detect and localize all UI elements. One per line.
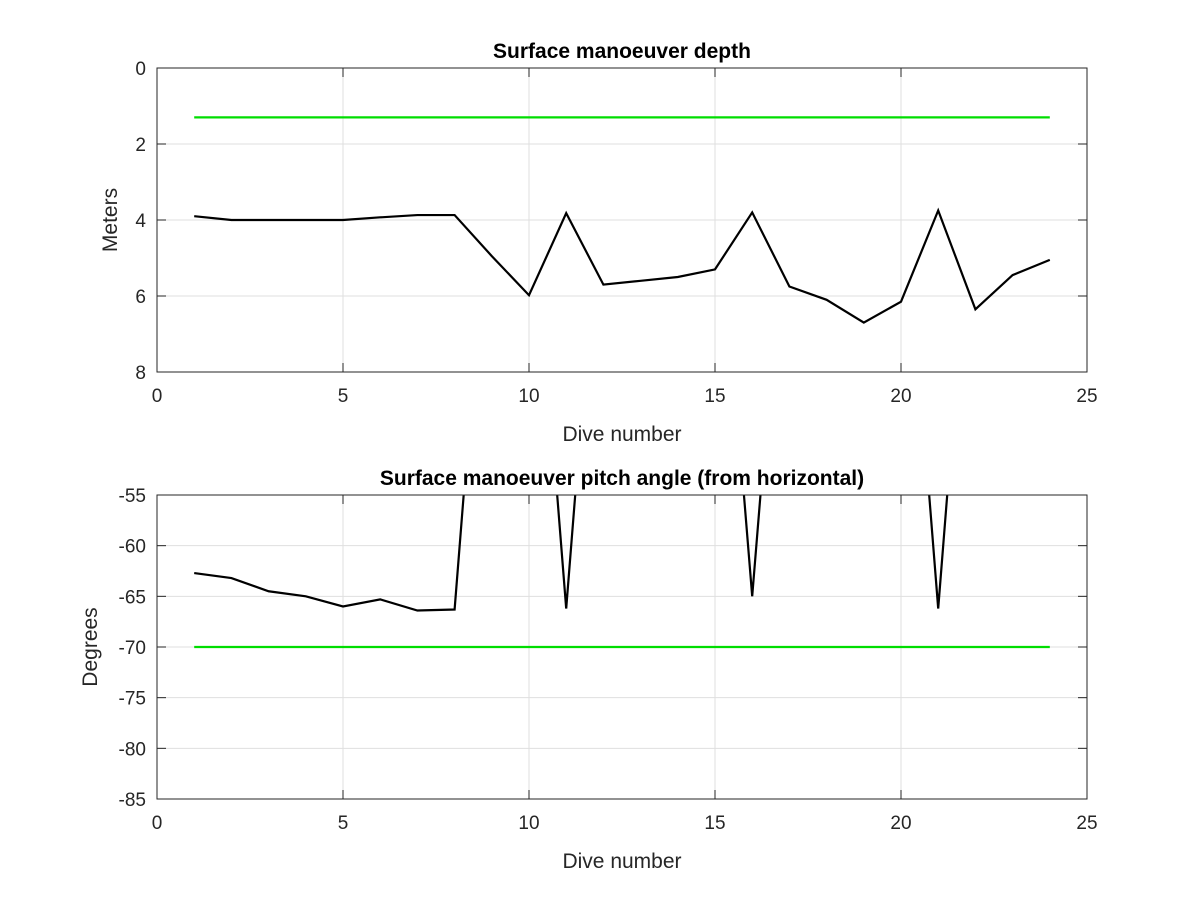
y-tick-label: -60	[119, 537, 146, 558]
y-tick-label: -85	[119, 790, 146, 811]
y-tick-label: -75	[119, 689, 146, 710]
chart-panel-1: 0 5 10 15 20 25 0 2 4 6 8 Surface manoeuver depth Di…	[99, 40, 1098, 446]
chart-title: Surface manoeuver depth	[493, 40, 751, 63]
data-series-line	[194, 495, 949, 612]
x-tick-label: 10	[518, 386, 539, 407]
data-series-line	[194, 207, 1051, 324]
x-axis-label: Dive number	[562, 850, 681, 873]
y-tick-label: -80	[119, 739, 146, 760]
y-tick-label: 8	[135, 363, 146, 384]
x-tick-label: 20	[890, 386, 911, 407]
chart-title: Surface manoeuver pitch angle (from hori…	[380, 467, 864, 490]
y-tick-label: -65	[119, 587, 146, 608]
chart-panel-2: 0 5 10 15 20 25 -55 -60 -65 -70 -75 -80 -85 Surface m…	[79, 467, 1098, 873]
x-tick-label: 5	[338, 813, 349, 834]
y-tick-label: 4	[135, 211, 146, 232]
x-tick-label: 0	[152, 386, 163, 407]
x-tick-label: 0	[152, 813, 163, 834]
x-tick-label: 25	[1076, 386, 1097, 407]
x-tick-label: 15	[704, 386, 725, 407]
x-tick-label: 25	[1076, 813, 1097, 834]
x-tick-label: 15	[704, 813, 725, 834]
x-tick-label: 5	[338, 386, 349, 407]
y-tick-label: 6	[135, 287, 146, 308]
y-axis-label: Meters	[99, 188, 122, 252]
y-axis-label: Degrees	[79, 607, 102, 686]
y-tick-label: -70	[119, 638, 146, 659]
y-tick-label: 0	[135, 59, 146, 80]
y-tick-label: 2	[135, 135, 146, 156]
x-tick-label: 20	[890, 813, 911, 834]
x-tick-label: 10	[518, 813, 539, 834]
y-tick-label: -55	[119, 486, 146, 507]
x-axis-label: Dive number	[562, 423, 681, 446]
